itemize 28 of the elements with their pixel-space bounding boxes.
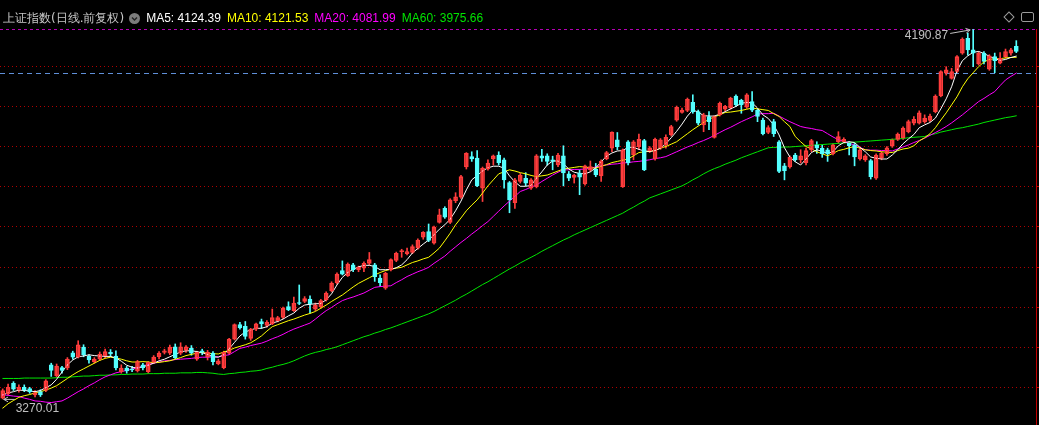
candlestick xyxy=(755,108,760,123)
candlestick xyxy=(561,145,566,187)
candlestick xyxy=(108,349,113,358)
chart-title: 上证指数(日线.前复权) xyxy=(3,9,125,27)
candlestick xyxy=(771,118,777,137)
candlestick xyxy=(81,344,86,358)
candlestick xyxy=(11,381,16,391)
candlestick xyxy=(523,172,529,187)
candlestick xyxy=(426,223,431,242)
candlestick xyxy=(615,132,620,151)
candlestick xyxy=(242,321,248,340)
candlestick xyxy=(259,318,264,329)
text: MA20: 4081.99 xyxy=(314,11,396,25)
candlestick xyxy=(550,155,555,171)
text: MA10: 4121.53 xyxy=(226,11,309,25)
candlestick xyxy=(38,389,43,397)
candlestick xyxy=(507,181,512,214)
text: MA5: 4124.39 xyxy=(146,11,221,25)
text: MA60: 3975.66 xyxy=(401,11,484,25)
annotation: 3270.01 xyxy=(15,401,60,416)
annotation: 4190.87 xyxy=(904,27,949,42)
candlestick xyxy=(340,260,345,276)
candlestick xyxy=(825,147,830,162)
candlestick xyxy=(286,301,291,311)
candlestick xyxy=(27,386,32,394)
candlestick xyxy=(852,143,857,167)
candlestick xyxy=(189,345,194,356)
candlestick xyxy=(782,163,787,181)
